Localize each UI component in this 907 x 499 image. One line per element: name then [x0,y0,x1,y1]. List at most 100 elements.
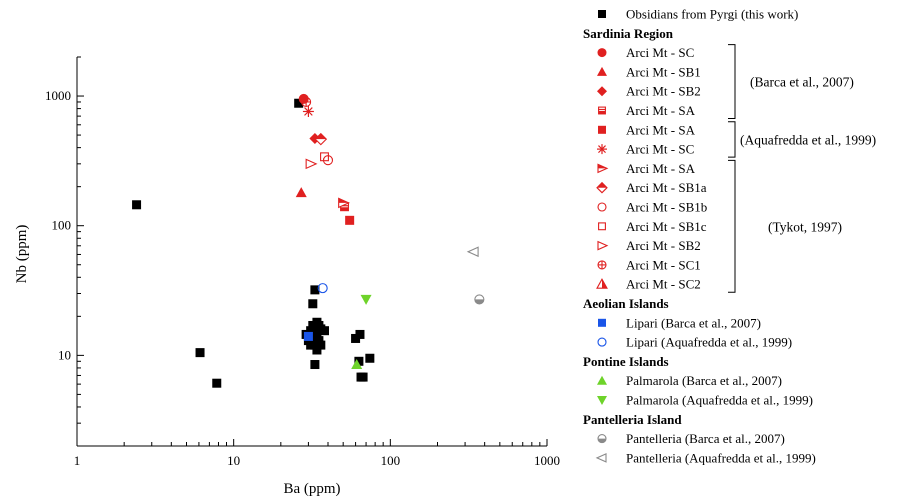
legend-marker [598,106,606,115]
data-point [295,187,307,198]
reference-group: (Aquafredda et al., 1999) [728,121,876,158]
legend-marker [597,163,609,174]
legend-item: Arci Mt - SB1a [596,180,707,195]
legend-marker [597,144,607,155]
legend-label: Arci Mt - SB1b [626,200,707,215]
legend-item: Arci Mt - SB2 [597,238,701,253]
series-sb1a_tykot [314,132,328,146]
legend-item: Arci Mt - SB2 [597,84,701,99]
x-tick-label: 100 [381,453,401,468]
legend-marker [596,181,608,194]
data-point [345,215,355,225]
data-point [305,158,318,170]
legend-marker [598,222,606,231]
legend-item: Arci Mt - SC [597,142,694,157]
legend-label: Arci Mt - SB2 [626,84,701,99]
legend-label: Arci Mt - SA [626,103,696,118]
data-point [195,348,205,358]
legend-label: Palmarola (Aquafredda et al., 1999) [626,393,813,408]
y-tick-label: 1000 [45,88,71,103]
y-tick-label: 10 [58,347,71,362]
data-point [358,372,368,382]
reference-group: (Tykot, 1997) [728,159,842,293]
legend-marker [598,318,606,327]
legend-item: Arci Mt - SA [598,122,696,137]
data-point [354,356,364,366]
legend-label: Arci Mt - SB1 [626,64,701,79]
legend-label: Arci Mt - SB2 [626,238,701,253]
legend-marker [597,48,607,58]
series-sa_aqua [345,215,355,225]
legend-marker [595,453,607,463]
data-point [303,331,313,341]
legend-label: Pantelleria (Barca et al., 2007) [626,431,785,446]
legend-item: Palmarola (Barca et al., 2007) [597,373,782,388]
data-point [338,197,351,209]
legend-heading: Sardinia Region [583,26,674,41]
legend-item: Pantelleria (Barca et al., 2007) [597,431,785,446]
legend-marker [597,202,607,212]
series-sb2_tykot [305,158,318,170]
data-point [360,294,372,305]
data-point [132,200,142,210]
data-point [355,329,365,339]
series-sb1c_tykot [320,152,329,162]
legend-label: Arci Mt - SC [626,45,694,60]
data-point [212,378,222,388]
data-point [310,360,320,370]
legend-item: Arci Mt - SA [598,103,696,118]
data-point [312,345,322,355]
series-pyrgi [132,98,375,388]
x-tick-label: 1000 [534,453,560,468]
series-lipari_aqua [317,283,328,294]
legend-label: Arci Mt - SB1a [626,180,707,195]
data-point [314,336,324,346]
reference-label: (Aquafredda et al., 1999) [740,132,876,147]
legend-item: Arci Mt - SA [597,161,696,176]
legend-label: Obsidians from Pyrgi (this work) [626,7,798,22]
data-point [308,299,318,309]
x-tick-label: 1 [74,453,81,468]
legend-marker [597,434,607,444]
legend: Obsidians from Pyrgi (this work) Sardinia… [583,7,876,466]
data-point [310,340,320,350]
y-axis-label: Nb (ppm) [14,225,30,284]
legend-label: Arci Mt - SC1 [626,257,701,272]
legend-item: Arci Mt - SB1c [598,219,707,234]
data-point [316,340,326,350]
series-sb1_barca [295,187,307,198]
legend-label: Arci Mt - SB1c [626,219,707,234]
legend-item: Lipari (Aquafredda et al., 1999) [597,335,792,350]
legend-marker [597,260,607,270]
data-point [351,359,363,370]
legend-marker [598,10,606,18]
series-palmarola_barca [351,359,363,370]
legend-marker [597,375,607,385]
legend-marker [598,125,606,134]
x-tick-label: 10 [227,453,240,468]
axis-ticks: 1 10 100 1000 10 100 1000 [45,56,560,468]
legend-heading: Pantelleria Island [583,412,682,427]
data-point [320,152,329,162]
data-point [466,246,479,258]
legend-item: Obsidians from Pyrgi (this work) [598,7,798,22]
data-point [314,132,328,146]
series-sc_aqua [302,105,314,117]
reference-group: (Barca et al., 2007) [728,44,854,119]
x-axis-label: Ba (ppm) [283,481,340,497]
legend-marker [597,337,607,347]
data-point [310,285,320,295]
legend-marker [597,240,609,251]
legend-heading: Aeolian Islands [583,296,669,311]
legend-heading: Pontine Islands [583,354,669,369]
legend-label: Lipari (Aquafredda et al., 1999) [626,335,792,350]
reference-label: (Barca et al., 2007) [750,75,854,90]
series-pantelleria_barca [474,294,485,305]
legend-marker [597,86,607,97]
series-palmarola_aqua [360,294,372,305]
legend-item: Arci Mt - SC2 [596,277,701,292]
series-lipari_barca [303,331,313,341]
data-point [317,283,328,294]
legend-label: Arci Mt - SA [626,161,696,176]
